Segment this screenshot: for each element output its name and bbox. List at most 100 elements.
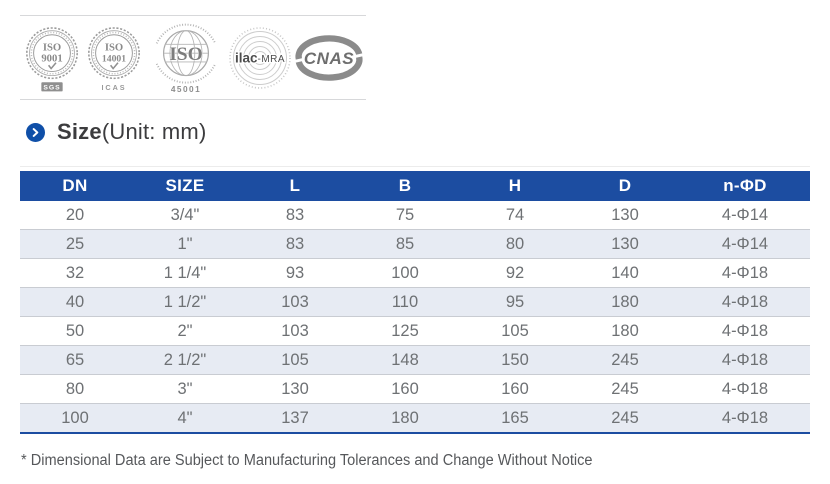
iso-14001-top-label: ISO (105, 42, 123, 53)
table-cell: 2" (177, 321, 193, 340)
table-cell: 32 (65, 263, 85, 282)
table-cell: 40 (65, 292, 85, 311)
table-cell: 245 (611, 408, 639, 427)
divider-top (20, 15, 366, 16)
table-cell: 83 (285, 205, 305, 224)
heading-divider (20, 166, 810, 167)
table-cell: 4-Φ18 (721, 321, 769, 340)
table-cell: 130 (281, 379, 309, 398)
section-unit: (Unit: mm) (101, 119, 207, 144)
column-header: n-ΦD (680, 171, 810, 201)
table-cell: 3" (177, 379, 193, 398)
iso-14001-badge-icon: ISO 14001 ICAS (88, 26, 140, 91)
iso-9001-badge-icon: ISO 9001 SGS (26, 26, 78, 91)
cnas-label: CNAS (304, 48, 354, 67)
table-cell: 125 (391, 321, 419, 340)
table-cell: 4-Φ18 (721, 263, 769, 282)
table-cell: 4" (177, 408, 193, 427)
ilac-mra-label: ilac-MRA (235, 50, 285, 65)
checkmark-icon (109, 61, 119, 70)
table-cell: 130 (611, 234, 639, 253)
table-cell: 1" (177, 234, 193, 253)
iso-14001-bottom-label: 14001 (102, 53, 126, 64)
table-cell: 80 (505, 234, 525, 253)
table-cell: 100 (61, 408, 89, 427)
table-cell: 65 (65, 350, 85, 369)
table-cell: 180 (611, 321, 639, 340)
table-cell: 1 1/2" (163, 292, 207, 311)
column-header: DN (20, 171, 130, 201)
ilac-mra-badge-icon: ilac-MRA (229, 26, 291, 89)
column-header: SIZE (130, 171, 240, 201)
table-row: 40 1 1/2" 103 110 95 180 4-Φ18 (20, 287, 810, 317)
iso-45001-main-label: ISO (169, 43, 203, 64)
section-heading: Size(Unit: mm) (26, 119, 206, 145)
icas-label: ICAS (101, 82, 126, 91)
table-cell: 103 (281, 321, 309, 340)
table-cell: 4-Φ14 (721, 234, 769, 253)
table-cell: 1 1/4" (163, 263, 207, 282)
table-cell: 95 (505, 292, 525, 311)
table-cell: 4-Φ14 (721, 205, 769, 224)
table-cell: 140 (611, 263, 639, 282)
column-header: H (460, 171, 570, 201)
table-cell: 85 (395, 234, 415, 253)
divider-bottom (20, 99, 366, 100)
table-cell: 4-Φ18 (721, 350, 769, 369)
table-cell: 100 (391, 263, 419, 282)
table-cell: 245 (611, 379, 639, 398)
table-cell: 110 (391, 292, 419, 311)
certification-badges: ISO 9001 SGS ISO 14001 ICAS (20, 16, 366, 99)
table-cell: 160 (501, 379, 529, 398)
table-cell: 80 (65, 379, 85, 398)
table-row: 50 2" 103 125 105 180 4-Φ18 (20, 316, 810, 346)
table-cell: 105 (281, 350, 309, 369)
sgs-label: SGS (43, 84, 60, 91)
table-cell: 25 (65, 234, 85, 253)
table-cell: 130 (611, 205, 639, 224)
table-row: 25 1" 83 85 80 130 4-Φ14 (20, 229, 810, 259)
table-cell: 148 (391, 350, 419, 369)
table-cell: 103 (281, 292, 309, 311)
cnas-badge-icon: CNAS (295, 34, 363, 81)
table-cell: 74 (505, 205, 525, 224)
table-cell: 160 (391, 379, 419, 398)
iso-9001-bottom-label: 9001 (41, 53, 62, 64)
table-cell: 150 (501, 350, 529, 369)
table-cell: 93 (285, 263, 305, 282)
table-cell: 4-Φ18 (721, 292, 769, 311)
iso-45001-badge-icon: ISO 45001 (155, 23, 217, 94)
table-cell: 3/4" (170, 205, 200, 224)
table-cell: 83 (285, 234, 305, 253)
table-cell: 4-Φ18 (721, 408, 769, 427)
table-row: 20 3/4" 83 75 74 130 4-Φ14 (20, 201, 810, 230)
checkmark-icon (47, 61, 57, 70)
iso-9001-top-label: ISO (43, 42, 61, 53)
size-table-body: 20 3/4" 83 75 74 130 4-Φ14 25 1" 83 85 80 130 4-Φ14 32… (20, 201, 810, 433)
table-cell: 165 (501, 408, 529, 427)
table-cell: 50 (65, 321, 85, 340)
table-row: 32 1 1/4" 93 100 92 140 4-Φ18 (20, 258, 810, 288)
table-cell: 105 (501, 321, 529, 340)
section-title: Size (57, 119, 102, 144)
table-cell: 180 (611, 292, 639, 311)
iso-45001-number-label: 45001 (171, 85, 201, 94)
sgs-box (41, 81, 63, 91)
table-cell: 180 (391, 408, 419, 427)
table-cell: 2 1/2" (163, 350, 207, 369)
table-row: 100 4" 137 180 165 245 4-Φ18 (20, 403, 810, 433)
column-header: D (570, 171, 680, 201)
table-cell: 137 (281, 408, 309, 427)
table-cell: 4-Φ18 (721, 379, 769, 398)
column-header: L (240, 171, 350, 201)
certification-strip: ISO 9001 SGS ISO 14001 ICAS (20, 15, 366, 100)
table-cell: 20 (65, 205, 85, 224)
table-cell: 245 (611, 350, 639, 369)
table-row: 65 2 1/2" 105 148 150 245 4-Φ18 (20, 345, 810, 375)
page-title: Size(Unit: mm) (57, 119, 206, 145)
table-row: 80 3" 130 160 160 245 4-Φ18 (20, 374, 810, 404)
